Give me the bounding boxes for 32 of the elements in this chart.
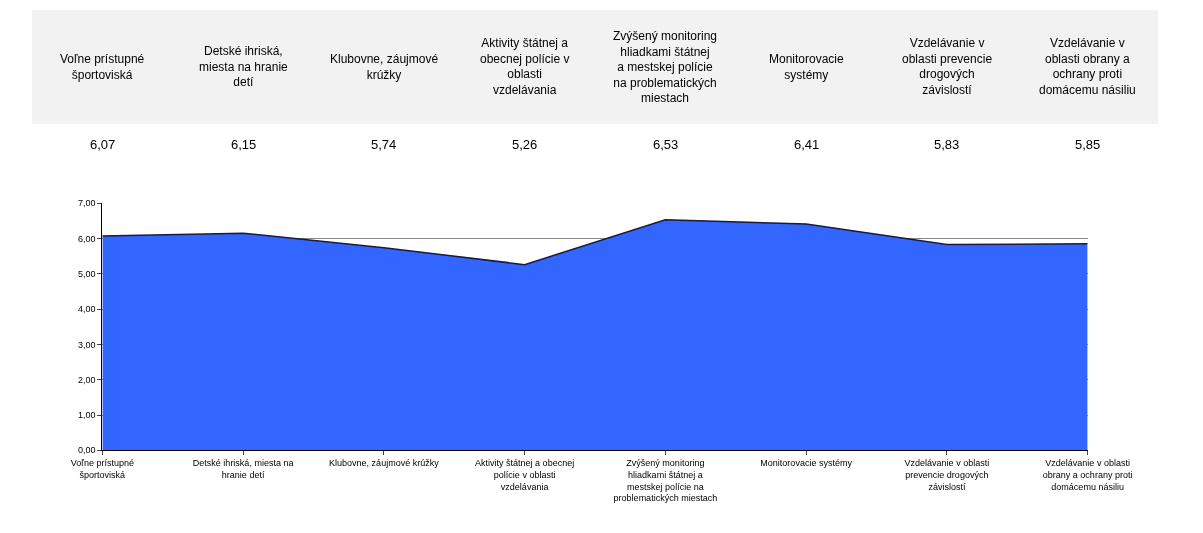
x-tick-label: Monitorovacie systémy	[760, 458, 853, 469]
category-label: Monitorovacie systémy	[769, 52, 844, 82]
x-tick-label: Aktivity štátnej a obecnej polície v oblasti vzdelávania	[475, 458, 575, 492]
data-label: 5,83	[934, 137, 960, 152]
category-label: Voľne prístupné športoviská	[60, 52, 145, 82]
y-tick-label: 2,00	[78, 374, 96, 385]
category-label: Klubovne, záujmové krúžky	[330, 52, 439, 82]
x-tick-label: Voľne prístupné športoviská	[70, 458, 134, 480]
x-tick-label: Vzdelávanie v oblasti obrany a ochrany proti domácemu násiliu	[1042, 458, 1133, 492]
y-tick-label: 6,00	[78, 233, 96, 244]
data-label: 6,41	[794, 137, 820, 152]
x-tick-label: Zvýšený monitoring hliadkami štátnej a mestskej polície na problematických miestach	[613, 458, 718, 504]
data-label: 6,07	[90, 137, 116, 152]
x-tick-label: Detské ihriská, miesta na hranie detí	[192, 458, 294, 480]
category-label: Vzdelávanie v oblasti obrany a ochrany proti domácemu násiliu	[1039, 36, 1136, 97]
x-tick-label: Vzdelávanie v oblasti prevencie drogových závislostí	[904, 458, 990, 492]
y-tick-label: 0,00	[78, 445, 96, 456]
data-label: 6,53	[653, 137, 679, 152]
y-tick-label: 4,00	[78, 304, 96, 315]
data-label: 6,15	[231, 137, 257, 152]
category-label: Aktivity štátnej a obecnej polície v oblasti vzdelávania	[480, 36, 570, 97]
data-label: 5,85	[1075, 137, 1101, 152]
y-tick-label: 1,00	[78, 410, 96, 421]
category-label: Zvýšený monitoring hliadkami štátnej a mestskej polície na problematických miestach	[613, 29, 718, 106]
x-tick-label: Klubovne, záujmové krúžky	[329, 458, 440, 469]
data-label: 5,74	[371, 137, 397, 152]
y-tick-label: 7,00	[78, 198, 96, 209]
data-label: 5,26	[512, 137, 538, 152]
category-label: Vzdelávanie v oblasti prevencie drogových závislostí	[902, 36, 993, 97]
y-tick-label: 5,00	[78, 268, 96, 279]
category-label: Detské ihriská, miesta na hranie detí	[199, 44, 288, 90]
y-tick-label: 3,00	[78, 339, 96, 350]
